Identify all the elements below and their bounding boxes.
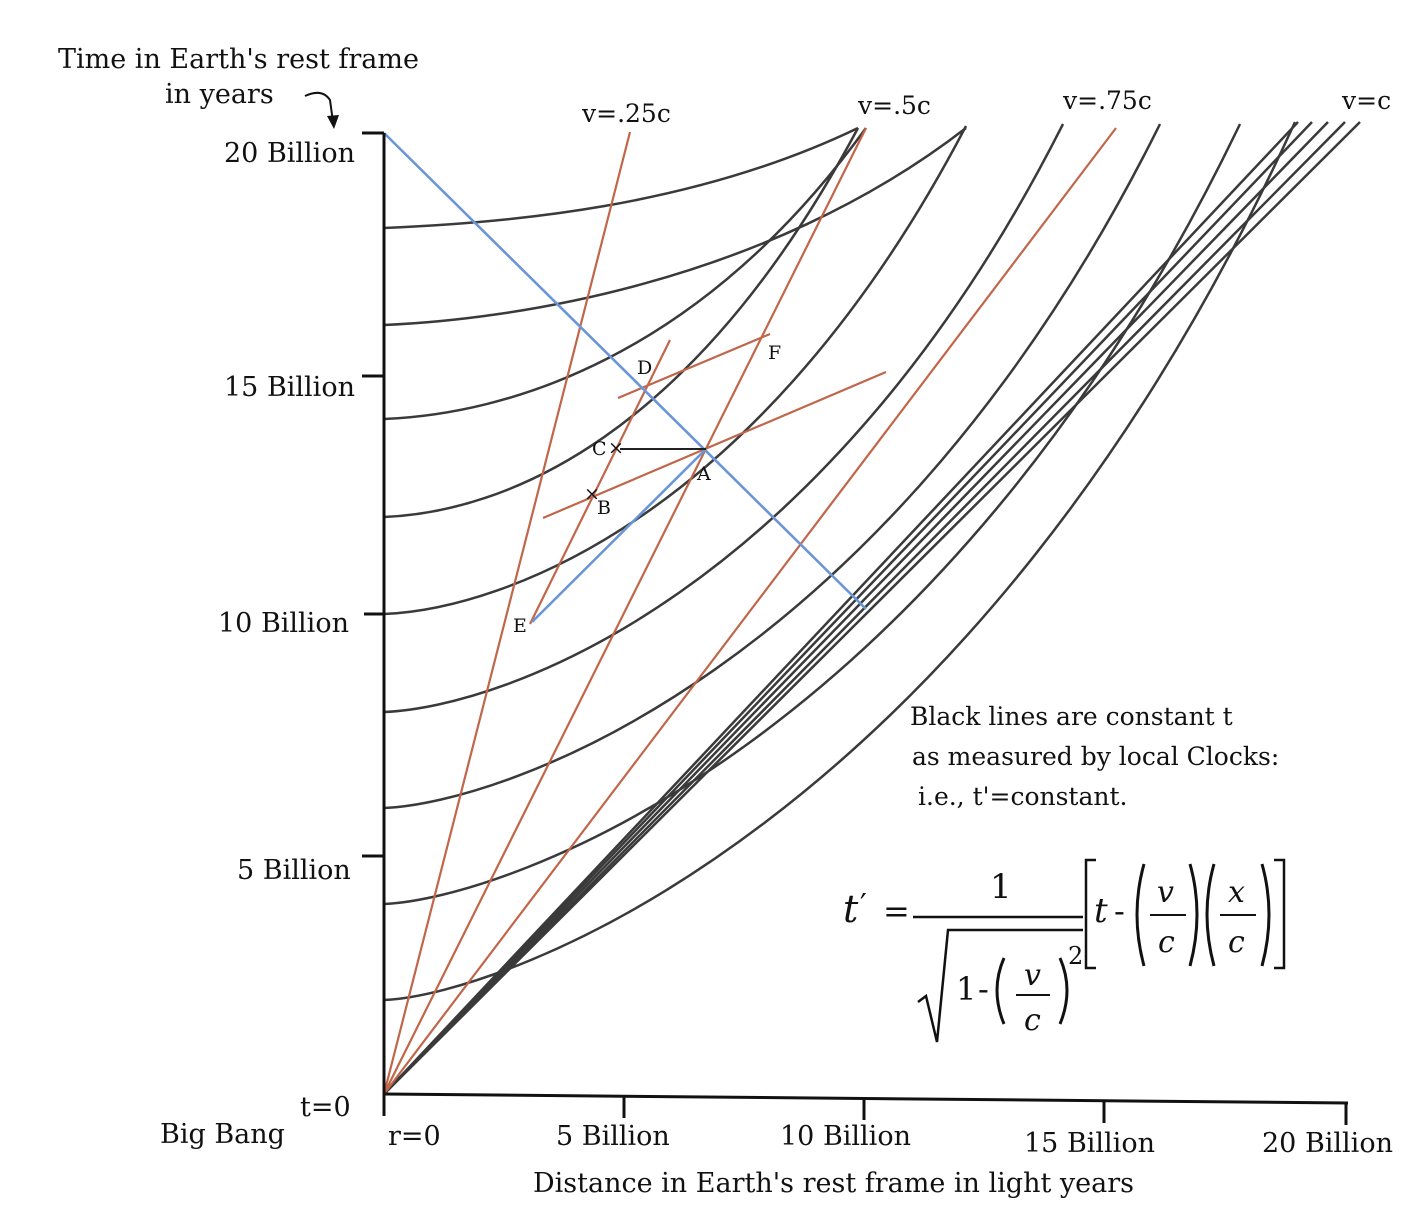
eq-paren-left-3 bbox=[1205, 863, 1216, 967]
eq-sqrt-minus: - bbox=[978, 970, 989, 1008]
galaxy-worldline bbox=[382, 131, 632, 1095]
point-label-f: F bbox=[768, 342, 781, 364]
point-label-e: E bbox=[513, 615, 527, 637]
big-bang-caption: Big Bang bbox=[160, 1119, 285, 1150]
distance-tick-label-10: 10 Billion bbox=[780, 1121, 911, 1152]
near-lightcone-line bbox=[383, 121, 1361, 1095]
note-line3: i.e., t'=constant. bbox=[918, 782, 1127, 811]
eq-equals: = bbox=[883, 892, 910, 930]
galaxy-worldline bbox=[383, 127, 1117, 1095]
constant-time-curve bbox=[383, 127, 860, 519]
marker-c: × bbox=[608, 437, 624, 459]
light-signal-e-to-a bbox=[531, 448, 707, 623]
galaxy-worldline bbox=[383, 127, 867, 1095]
y-axis-title-line2: in years bbox=[165, 79, 274, 110]
eq-sqrt-v: v bbox=[1024, 958, 1041, 993]
constant-local-time-curves bbox=[383, 121, 1297, 1002]
point-label-c: C bbox=[592, 438, 607, 460]
point-label-a: A bbox=[696, 463, 711, 485]
axes bbox=[362, 131, 1349, 1125]
time-tick-label-20: 20 Billion bbox=[224, 138, 355, 169]
constant-time-curve bbox=[383, 127, 967, 327]
distance-axis bbox=[383, 1092, 1349, 1105]
near-lightcone-line bbox=[383, 121, 1313, 1095]
time-tick-label-5: 5 Billion bbox=[237, 855, 351, 886]
offset-worldline bbox=[529, 339, 671, 625]
constant-time-curve bbox=[383, 126, 859, 230]
eq-paren-left-1 bbox=[995, 957, 1006, 1025]
note-line2: as measured by local Clocks: bbox=[912, 742, 1279, 771]
worldline-label-half-c: v=.5c bbox=[857, 91, 931, 120]
y-axis-title-line1: Time in Earth's rest frame bbox=[58, 44, 419, 75]
distance-tick-label-15: 15 Billion bbox=[1024, 1128, 1155, 1159]
eq-v-over-c-v: v bbox=[1157, 875, 1174, 910]
y-axis-title-arrow bbox=[304, 91, 334, 123]
eq-paren-left-2 bbox=[1135, 863, 1146, 967]
near-lightcone-line bbox=[383, 121, 1329, 1095]
near-lightcone-line bbox=[383, 121, 1299, 1095]
eq-exponent: 2 bbox=[1068, 942, 1083, 970]
constant-time-curve bbox=[383, 121, 1297, 1002]
eq-bracket-minus: - bbox=[1114, 892, 1125, 930]
galaxy-worldlines bbox=[382, 127, 1117, 1095]
worldline-label-c: v=c bbox=[1341, 86, 1391, 115]
distance-tick-label-5: 5 Billion bbox=[556, 1121, 670, 1152]
distance-tick-label-0: r=0 bbox=[388, 1121, 441, 1152]
note-line1: Black lines are constant t bbox=[910, 702, 1233, 731]
point-label-b: B bbox=[597, 497, 611, 519]
arrow-head bbox=[327, 115, 339, 129]
eq-bracket-right bbox=[1274, 858, 1286, 970]
eq-bracket-left bbox=[1084, 858, 1096, 970]
outer-constant-time-lines bbox=[383, 121, 1361, 1095]
lorentz-equation: t ′ = 1 1 - v c 2 t - v c x c bbox=[843, 858, 1286, 1043]
point-label-d: D bbox=[637, 357, 652, 379]
eq-lhs-t: t bbox=[843, 887, 859, 931]
time-tick-label-0: t=0 bbox=[300, 1092, 351, 1123]
eq-sqrt-sign bbox=[917, 928, 1083, 1043]
worldline-label-quarter-c: v=.25c bbox=[581, 99, 671, 128]
constant-time-curve bbox=[383, 127, 868, 421]
light-signal-lines bbox=[383, 132, 867, 623]
eq-x-over-c-x: x bbox=[1228, 875, 1245, 910]
constant-time-curve bbox=[383, 125, 968, 616]
eq-paren-right-1 bbox=[1058, 957, 1069, 1025]
simultaneity-line-a bbox=[542, 370, 887, 520]
eq-sqrt-one: 1 bbox=[956, 970, 976, 1008]
eq-lhs-prime: ′ bbox=[860, 888, 867, 923]
eq-sqrt-c: c bbox=[1024, 1003, 1041, 1038]
time-tick-label-10: 10 Billion bbox=[218, 608, 349, 639]
eq-paren-right-3 bbox=[1260, 863, 1271, 967]
worldline-label-three-quarter-c: v=.75c bbox=[1062, 86, 1152, 115]
light-signal-from-top bbox=[383, 132, 867, 610]
x-axis-title: Distance in Earth's rest frame in light … bbox=[533, 1168, 1134, 1199]
time-tick-label-15: 15 Billion bbox=[224, 372, 355, 403]
eq-x-over-c-c: c bbox=[1228, 925, 1245, 960]
distance-tick-label-20: 20 Billion bbox=[1262, 1128, 1393, 1159]
eq-paren-right-2 bbox=[1188, 863, 1199, 967]
eq-t: t bbox=[1094, 891, 1108, 931]
constant-time-curve bbox=[383, 123, 1065, 714]
eq-numerator: 1 bbox=[990, 867, 1012, 907]
marker-b: × bbox=[584, 483, 600, 505]
constant-time-curve bbox=[383, 123, 1162, 810]
eq-v-over-c-c: c bbox=[1158, 925, 1175, 960]
